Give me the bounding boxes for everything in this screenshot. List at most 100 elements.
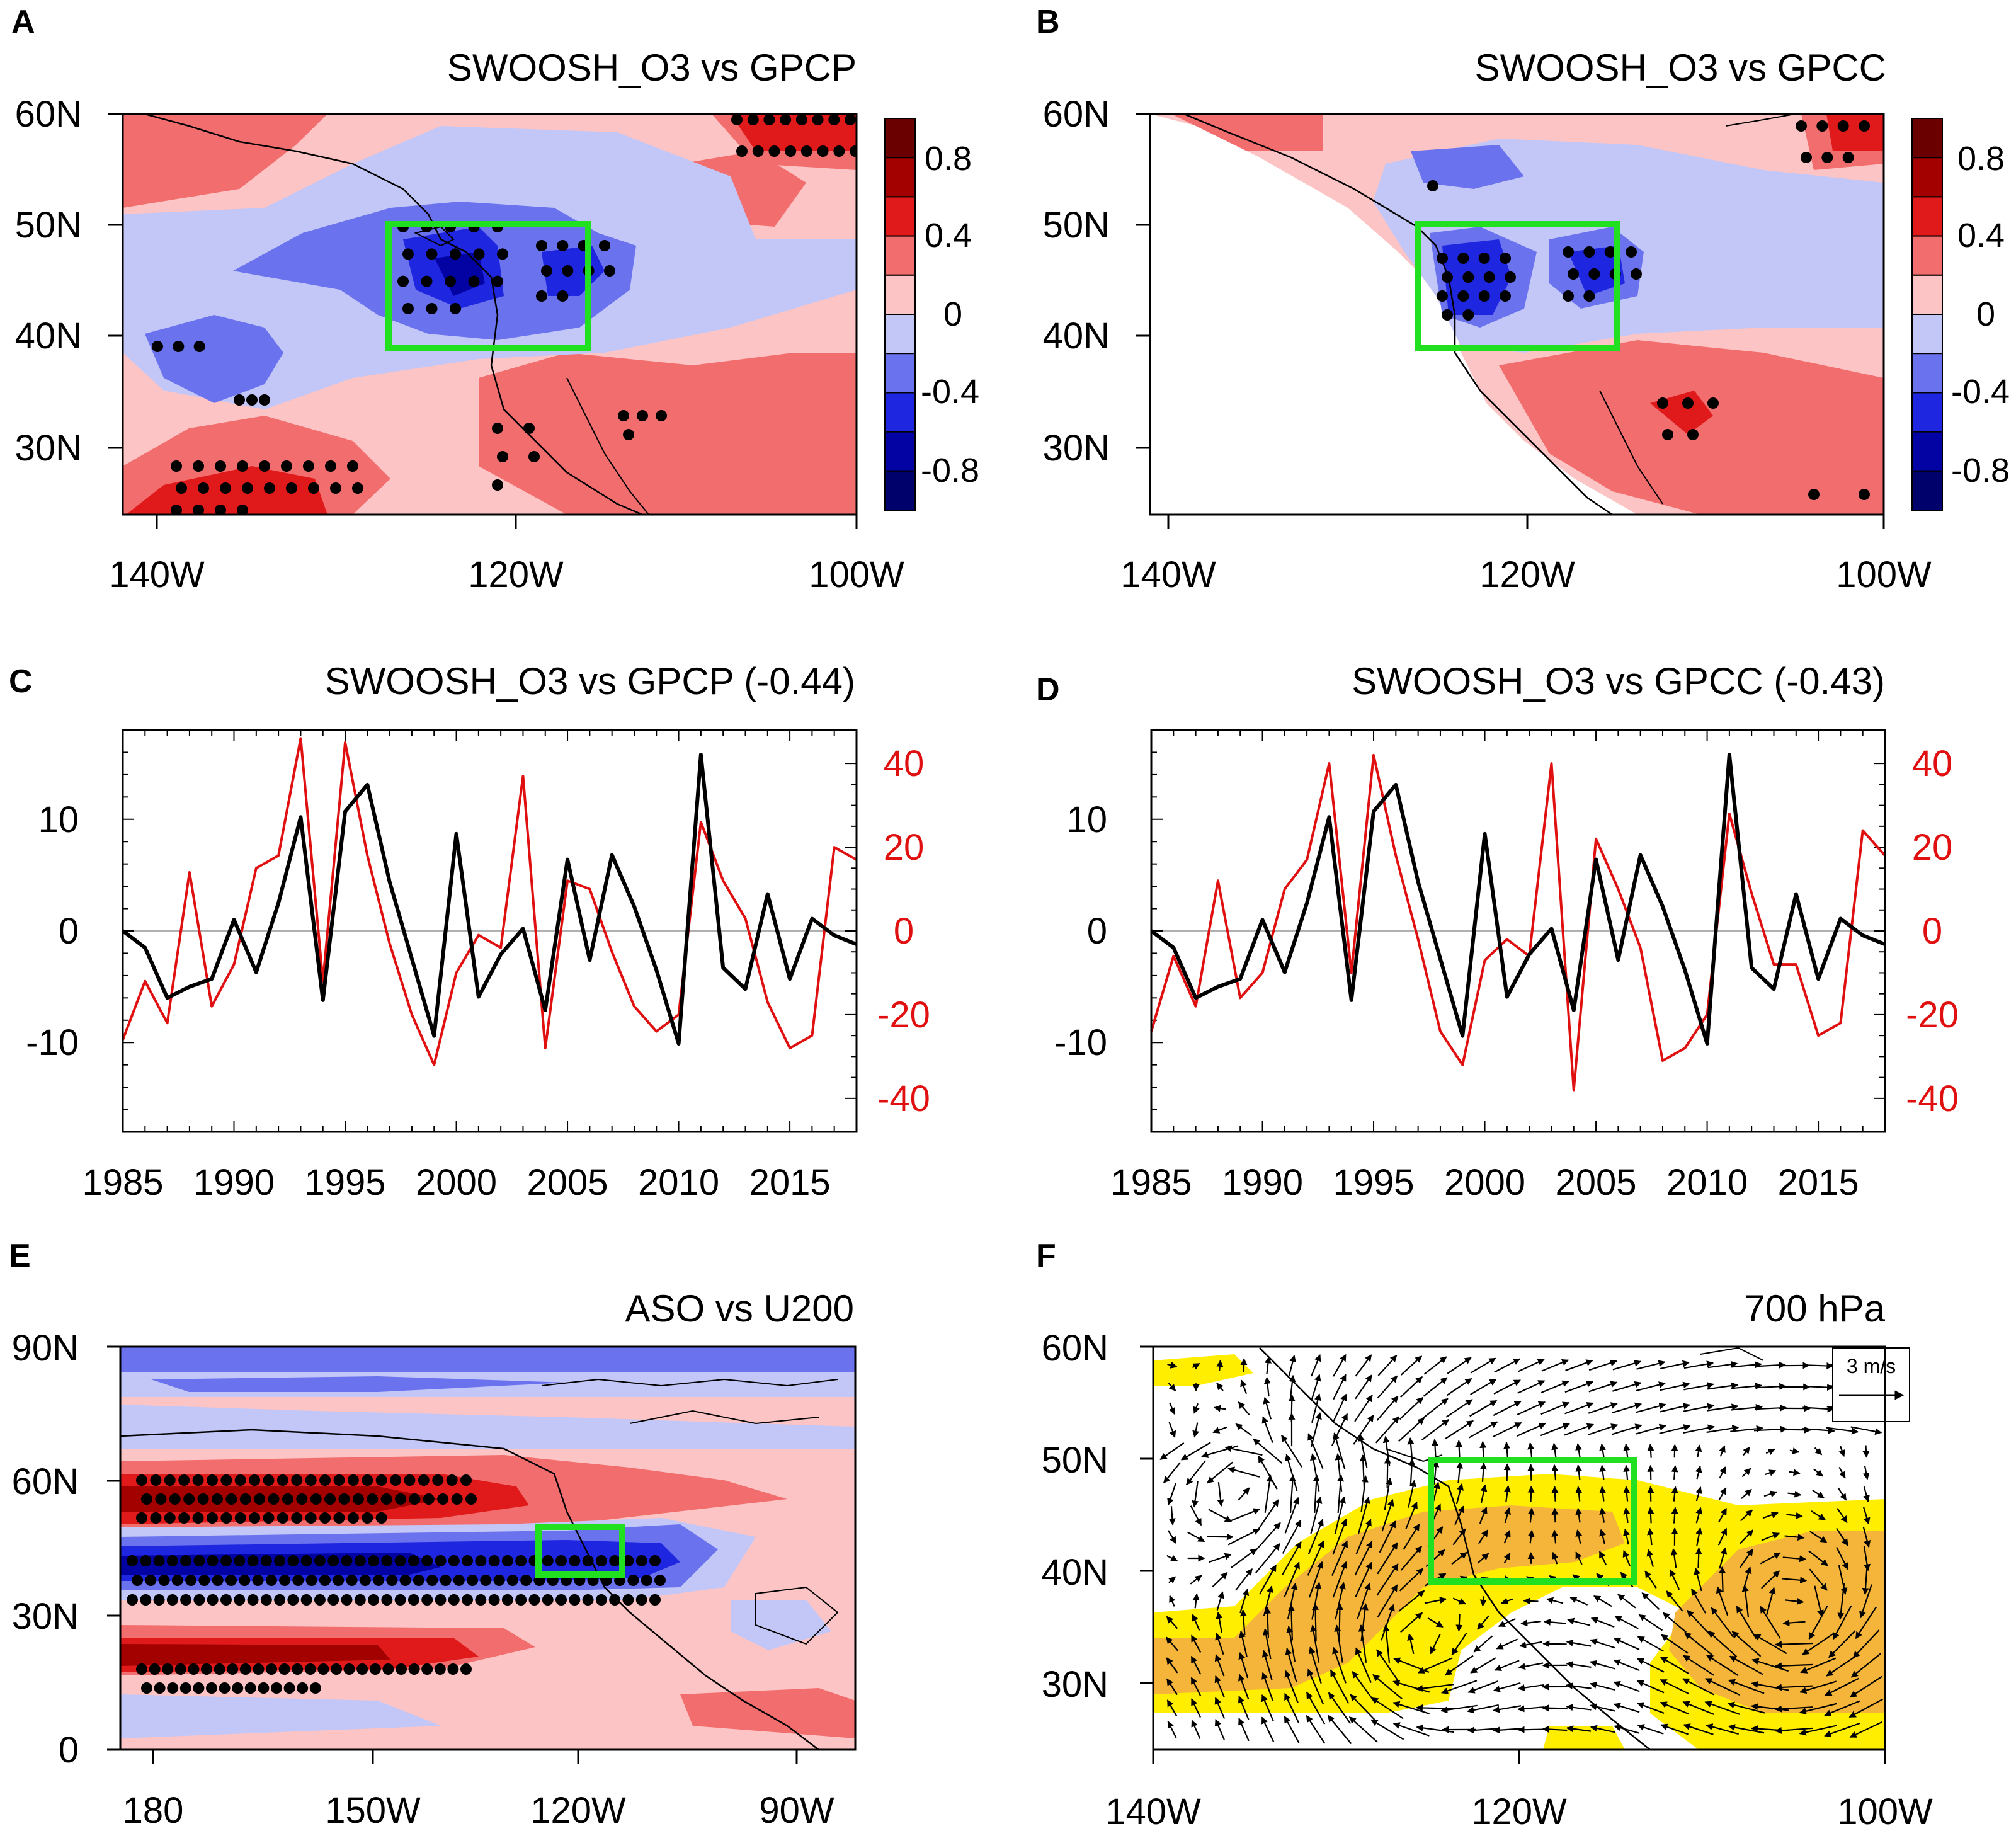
wind-vector [1784,1534,1805,1541]
wind-vector [1451,1551,1467,1565]
wind-vector [1527,1485,1535,1502]
wind-vector [1848,1698,1883,1718]
panel-f: F 700 hPa 3 m/s 140W 120W 100W 60N 50N 4… [1036,1238,1933,1831]
panel-a-ytick: 30N [15,428,82,469]
wind-vector [1719,1547,1728,1569]
significance-dot [1478,253,1490,264]
significance-dots [1796,120,1870,163]
wind-vector [1540,1401,1570,1415]
wind-vector [1707,1382,1739,1390]
wind-vector [1289,1474,1296,1514]
significance-dot [281,460,292,472]
panel-d-plot: 1985 1990 1995 2000 2005 2010 2015 10 0 -10 40 20 0 -… [1054,730,1959,1203]
significance-dot [164,1512,176,1524]
colorbar-swatch [884,470,916,511]
colorbar-swatch [884,274,916,315]
wind-vector [1441,1680,1478,1694]
wind-vector [1192,1593,1200,1609]
series-line-swoosh_o3 [1150,752,1886,1046]
wind-vector [1288,1355,1296,1376]
wind-vector [1192,1614,1200,1631]
significance-dot [369,1663,381,1675]
wind-vector [1217,1482,1224,1507]
panel-a-title: SWOOSH_O3 vs GPCP [447,47,857,89]
colorbar-swatch [1911,392,1943,433]
significance-dot [268,1493,280,1505]
significance-dot [515,1594,527,1606]
wind-vector [1694,1567,1702,1592]
wind-vector [1719,1566,1726,1592]
significance-dot [193,505,204,515]
panel-a-colorbar-label: 0.4 [925,217,972,254]
y-left-tick-label: 0 [1087,911,1107,952]
series-line-swoosh_o3 [122,752,858,1046]
wind-vector [1192,1422,1200,1438]
significance-dot [169,1493,181,1505]
significance-dot [501,1555,513,1566]
wind-vector [1238,1401,1250,1415]
wind-vector [1440,1704,1478,1714]
significance-dot [1442,271,1453,283]
significance-dot [327,1555,339,1566]
y-right-tick-label: 40 [884,743,925,784]
significance-dot [347,1474,359,1486]
wind-vector [1862,1445,1870,1458]
wind-vector [1774,1726,1814,1734]
significance-dot [637,410,648,421]
wind-vector [1503,1553,1511,1564]
wind-vector [1503,1529,1511,1544]
wind-vector [1372,1674,1403,1700]
wind-vector [1766,1587,1776,1615]
colorbar-swatch [884,314,916,355]
wind-vector [1358,1624,1367,1663]
significance-dot [421,275,433,287]
contour-region [120,1694,441,1738]
wind-vector [1187,1531,1205,1543]
wind-vector [1263,1396,1272,1420]
panel-b-xtick: 100W [1836,554,1932,595]
wind-vector [1711,1607,1734,1638]
contour-region [120,1644,390,1666]
significance-dot [246,394,258,406]
wind-vector [1445,1399,1473,1418]
significance-dot [352,1493,364,1505]
panel-a-colorbar [884,118,916,511]
wind-vector [1551,1486,1559,1502]
significance-dot [271,1682,282,1694]
wind-vector [1264,1474,1273,1513]
panel-b-ytick: 60N [1043,94,1110,135]
x-tick-label: 2010 [1666,1162,1748,1203]
wind-vector [1808,1550,1828,1566]
significance-dot [185,1575,197,1586]
wind-vector [1333,1374,1347,1400]
contour-region [1171,114,1323,151]
significance-dot [1588,268,1600,280]
wind-vector [1551,1464,1559,1481]
significance-dot [145,1575,157,1586]
wind-vector [1728,1679,1765,1694]
wind-vector [1862,1526,1871,1548]
significance-dot [812,114,824,125]
significance-dot [828,114,840,125]
panel-a-colorbar-label: -0.4 [921,373,979,411]
colorbar-swatch [884,118,916,159]
wind-vector [1824,1722,1860,1737]
panel-f-title: 700 hPa [1744,1287,1885,1330]
significance-dot [1796,120,1807,132]
wind-vector [1728,1724,1765,1734]
significance-dot [319,1575,331,1586]
wind-vector [1355,1374,1372,1400]
significance-dot [136,1474,147,1486]
panel-b-title: SWOOSH_O3 vs GPCC [1475,47,1886,89]
wind-vector [1350,1694,1377,1723]
significance-dot [562,265,574,277]
significance-dot [220,1474,232,1486]
significance-dot [171,1575,183,1586]
wind-vector [1659,1424,1691,1435]
significance-dot [467,1575,479,1586]
wind-vector [1551,1442,1559,1459]
wind-vector [1354,1395,1373,1422]
wind-vector [1227,1508,1260,1523]
significance-dot [260,1555,272,1566]
wind-vector [1551,1551,1559,1565]
